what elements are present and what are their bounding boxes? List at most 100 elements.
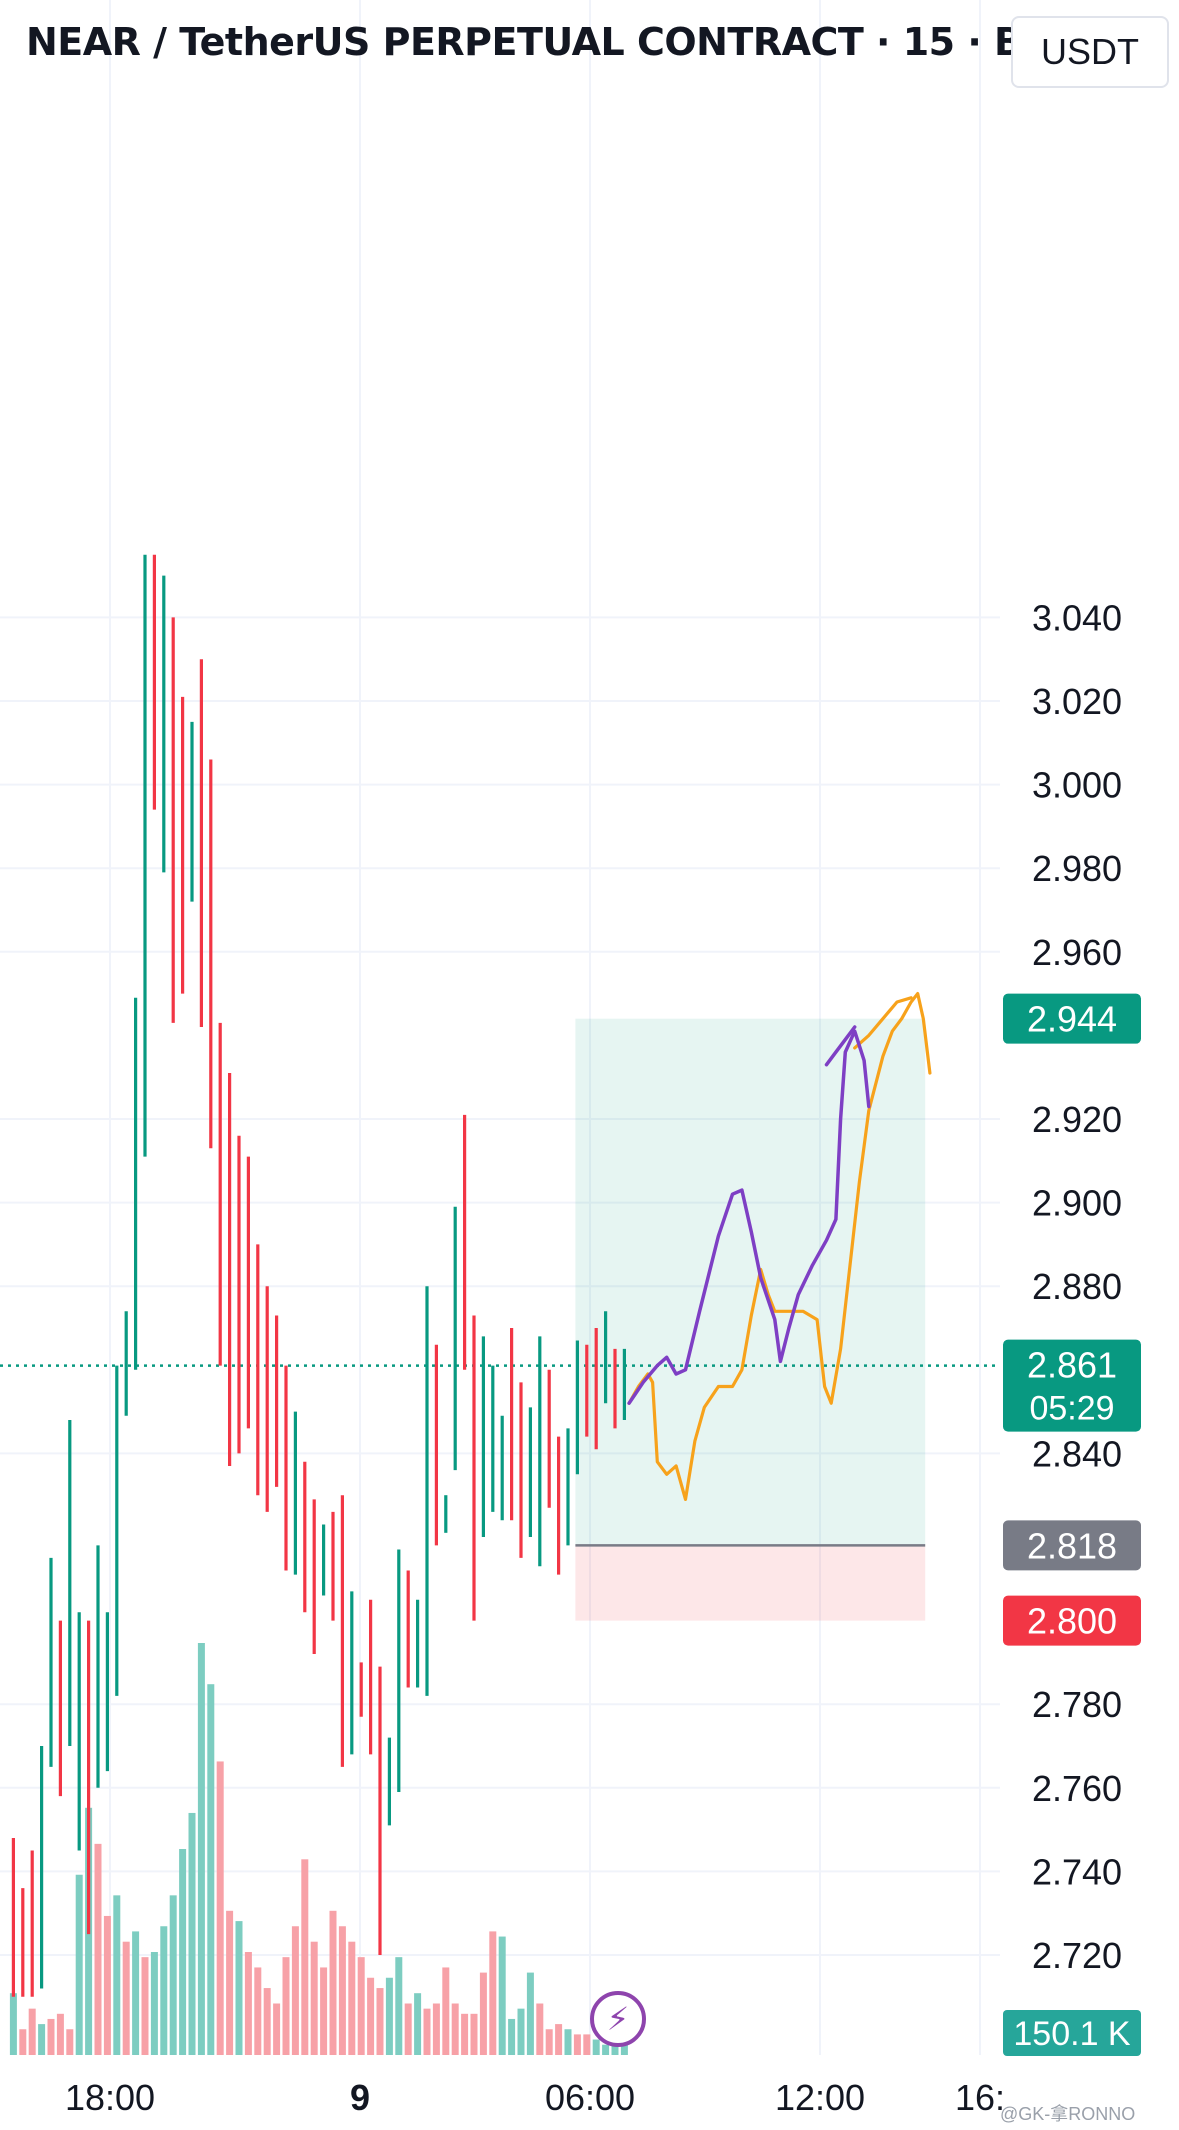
stop-loss-label-bg bbox=[1003, 1595, 1141, 1646]
volume-bar bbox=[310, 1941, 318, 2055]
volume-bar bbox=[47, 2018, 55, 2055]
y-tick-label: 2.760 bbox=[1032, 1768, 1122, 1809]
x-tick-label: 16: bbox=[955, 2077, 1005, 2118]
volume-bar bbox=[226, 1910, 234, 2055]
volume-bar bbox=[254, 1967, 262, 2055]
take-profit-label-bg bbox=[1003, 993, 1141, 1044]
volume-bar bbox=[620, 2044, 628, 2055]
entry-price-label-value: 2.818 bbox=[1027, 1525, 1117, 1566]
volume-bar bbox=[169, 1895, 177, 2055]
y-tick-label: 3.000 bbox=[1032, 765, 1122, 806]
price-labels: 2.944 2.861 05:29 2.818 2.800 150.1 K bbox=[1003, 993, 1141, 2056]
volume-bar bbox=[113, 1895, 121, 2055]
volume-bar bbox=[555, 2024, 563, 2055]
volume-bar bbox=[564, 2029, 572, 2055]
volume-bar bbox=[28, 2008, 36, 2055]
volume-bar bbox=[160, 1926, 168, 2055]
current-price-label-value: 2.861 bbox=[1027, 1345, 1117, 1386]
price-axis[interactable]: 3.040 3.020 3.000 2.980 2.960 2.920 2.900 2.880… bbox=[1032, 597, 1122, 1976]
watermark: @GK-拿RONNO bbox=[1000, 2104, 1136, 2124]
long-position-tool[interactable] bbox=[0, 1018, 1000, 1621]
volume-bar bbox=[404, 2003, 412, 2055]
volume-bar bbox=[9, 1993, 17, 2055]
volume-bar bbox=[94, 1843, 102, 2055]
entry-price-label-bg bbox=[1003, 1520, 1141, 1571]
current-price-label-countdown: 05:29 bbox=[1029, 1390, 1114, 1428]
currency-button[interactable]: USDT bbox=[1011, 16, 1169, 88]
volume-label-bg bbox=[1003, 2010, 1141, 2056]
y-tick-label: 2.880 bbox=[1032, 1266, 1122, 1307]
volume-bar bbox=[423, 2008, 431, 2055]
y-tick-label: 3.040 bbox=[1032, 597, 1122, 638]
y-tick-label: 2.920 bbox=[1032, 1099, 1122, 1140]
volume-bar bbox=[235, 1921, 243, 2055]
current-price-label-bg bbox=[1003, 1339, 1141, 1432]
volume-bar bbox=[150, 1952, 158, 2055]
stop-loss-zone bbox=[575, 1545, 926, 1621]
lightning-icon[interactable]: ⚡ bbox=[590, 1991, 646, 2047]
volume-bar bbox=[517, 2008, 525, 2055]
volume-bar bbox=[197, 1643, 205, 2055]
volume-bar bbox=[263, 1988, 271, 2055]
volume-bar bbox=[526, 1972, 534, 2055]
volume-bar bbox=[216, 1761, 224, 2055]
volume-bar bbox=[348, 1941, 356, 2055]
y-tick-label: 2.900 bbox=[1032, 1183, 1122, 1224]
y-tick-label: 2.840 bbox=[1032, 1433, 1122, 1474]
volume-bar bbox=[338, 1926, 346, 2055]
y-tick-label: 3.020 bbox=[1032, 681, 1122, 722]
orange-projection-path bbox=[627, 992, 932, 1501]
volume-bar bbox=[66, 2029, 74, 2055]
x-tick-label: 12:00 bbox=[775, 2077, 865, 2118]
volume-bar bbox=[451, 2003, 459, 2055]
volume-bar bbox=[461, 2013, 469, 2055]
volume-bar bbox=[432, 2003, 440, 2055]
volume-bar bbox=[592, 2039, 600, 2055]
volume-bar bbox=[19, 2029, 27, 2055]
volume-bar bbox=[357, 1957, 365, 2055]
volume-bar bbox=[141, 1957, 149, 2055]
volume-bar bbox=[611, 2044, 619, 2055]
volume-bar bbox=[545, 2029, 553, 2055]
x-tick-label: 06:00 bbox=[545, 2077, 635, 2118]
y-tick-label: 2.720 bbox=[1032, 1935, 1122, 1976]
volume-bar bbox=[75, 1874, 83, 2055]
volume-bar bbox=[188, 1812, 196, 2055]
volume-bar bbox=[536, 2003, 544, 2055]
y-tick-label: 2.960 bbox=[1032, 932, 1122, 973]
volume-bar bbox=[602, 2044, 610, 2055]
volume-bar bbox=[132, 1931, 140, 2055]
candlestick-series bbox=[11, 554, 627, 1997]
take-profit-label-value: 2.944 bbox=[1027, 999, 1117, 1040]
y-tick-label: 2.780 bbox=[1032, 1684, 1122, 1725]
volume-bar bbox=[385, 1977, 393, 2055]
y-tick-label: 2.980 bbox=[1032, 848, 1122, 889]
volume-bar bbox=[489, 1931, 497, 2055]
volume-bars bbox=[9, 1643, 628, 2055]
volume-bar bbox=[38, 2024, 46, 2055]
volume-bar bbox=[273, 2003, 281, 2055]
volume-bar bbox=[395, 1957, 403, 2055]
volume-bar bbox=[56, 2013, 64, 2055]
hand-drawn-paths[interactable] bbox=[627, 992, 932, 1501]
take-profit-zone bbox=[575, 1018, 926, 1546]
volume-bar bbox=[442, 1967, 450, 2055]
time-axis[interactable]: 18:00 9 06:00 12:00 16: bbox=[65, 2077, 1005, 2118]
volume-bar bbox=[583, 2034, 591, 2055]
volume-bar bbox=[479, 1972, 487, 2055]
volume-bar bbox=[291, 1926, 299, 2055]
volume-bar bbox=[244, 1952, 252, 2055]
volume-bar bbox=[179, 1849, 187, 2055]
volume-bar bbox=[320, 1967, 328, 2055]
stop-loss-label-value: 2.800 bbox=[1027, 1601, 1117, 1642]
orange-projection-tick bbox=[853, 996, 913, 1050]
volume-bar bbox=[207, 1684, 215, 2055]
volume-bar bbox=[122, 1941, 130, 2055]
volume-bar bbox=[470, 2013, 478, 2055]
purple-projection-tick bbox=[824, 1025, 857, 1067]
volume-bar bbox=[508, 2018, 516, 2055]
volume-bar bbox=[329, 1910, 337, 2055]
volume-bar bbox=[282, 1957, 290, 2055]
purple-projection-path bbox=[627, 1029, 871, 1405]
